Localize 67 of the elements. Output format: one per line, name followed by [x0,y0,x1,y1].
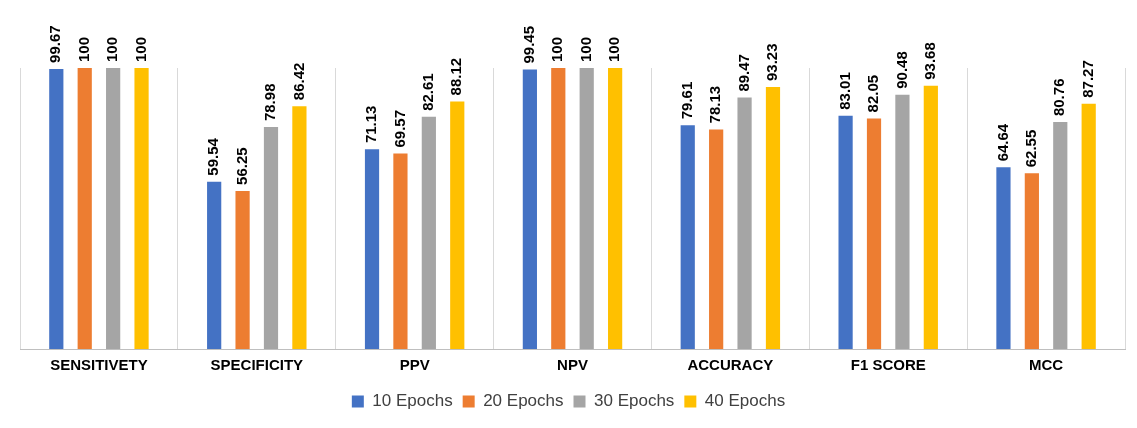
legend-label: 30 Epochs [594,391,675,411]
bar [393,153,408,349]
bar [866,118,882,349]
bar [838,115,853,349]
data-label: 100 [131,36,149,62]
data-label: 99.67 [46,25,64,63]
legend-label: 40 Epochs [704,391,786,411]
data-label: 87.27 [1078,60,1096,98]
data-label: 78.98 [261,83,279,122]
bar [737,97,752,349]
bar [77,68,92,349]
bar [923,85,938,349]
x-tick-label: SENSITIVETY [50,356,148,374]
x-tick-label: PPV [399,356,430,374]
bar [895,94,910,349]
bar [134,68,149,349]
x-tick-label: F1 SCORE [850,356,926,374]
bar [235,190,250,349]
bar [522,69,537,349]
bar [1053,122,1068,349]
x-tick-label: MCC [1028,356,1064,374]
bar [263,127,279,349]
data-label: 89.47 [734,54,752,92]
bar [292,106,307,349]
bar [207,181,222,349]
data-label: 79.61 [677,81,695,120]
data-label: 82.61 [418,73,436,111]
data-label: 69.57 [390,109,408,148]
data-label: 86.42 [289,62,307,101]
x-tick-label: NPV [557,356,588,374]
bar [49,68,64,349]
bar [608,68,623,349]
bar [1081,103,1096,349]
data-label: 56.25 [232,147,250,185]
data-label: 59.54 [204,137,222,176]
data-label: 80.76 [1050,78,1068,117]
bar [421,116,436,349]
bar [765,87,781,349]
x-tick-label: SPECIFICITY [210,356,304,374]
data-label: 100 [548,36,566,62]
data-label: 100 [74,36,92,62]
bar [1024,173,1039,349]
data-label: 71.13 [362,105,380,144]
data-label: 83.01 [835,72,853,110]
legend-label: 10 Epochs [372,391,453,411]
data-label: 88.12 [447,57,465,96]
data-label: 100 [576,36,594,62]
data-label: 64.64 [993,123,1011,162]
bar [551,68,566,349]
data-label: 93.68 [920,42,938,80]
bar [996,167,1011,349]
legend-label: 20 Epochs [483,391,564,411]
data-label: 62.55 [1022,129,1039,168]
bar [709,129,724,349]
bar [579,68,594,349]
data-label: 99.45 [520,26,538,64]
x-tick-label: ACCURACY [687,356,774,374]
bar [680,125,695,349]
bar [364,149,380,349]
data-label: 100 [605,36,623,62]
data-label: 100 [103,36,121,62]
bar [106,68,121,349]
bar [450,101,465,349]
data-label: 90.48 [892,51,910,89]
data-label: 78.13 [706,85,724,124]
data-label: 93.23 [763,43,781,82]
data-label: 82.05 [864,74,882,113]
